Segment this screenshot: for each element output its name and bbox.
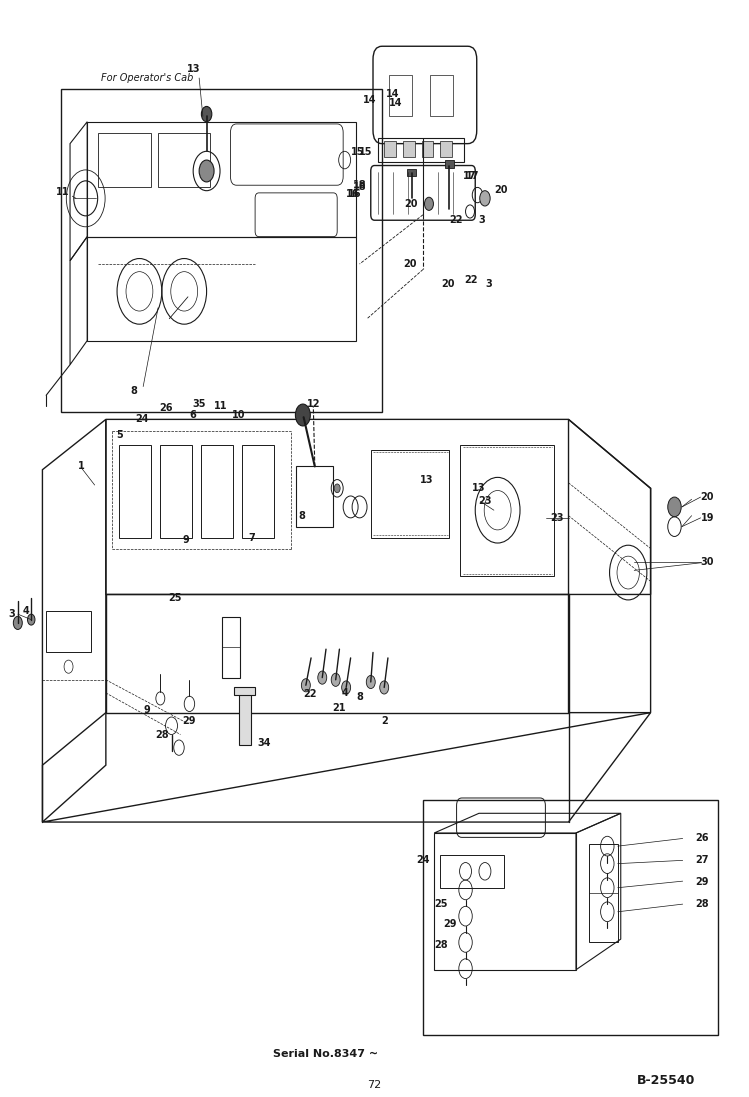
Text: 22: 22 [303, 689, 317, 699]
Text: 8: 8 [299, 511, 306, 521]
Text: 9: 9 [144, 705, 151, 715]
Bar [389, 75, 412, 116]
Text: 20: 20 [494, 184, 507, 194]
Circle shape [199, 160, 214, 182]
Circle shape [334, 484, 340, 493]
Text: 8: 8 [356, 692, 363, 702]
Text: 6: 6 [189, 410, 195, 420]
Circle shape [668, 497, 681, 517]
Text: 22: 22 [464, 275, 478, 285]
Text: 35: 35 [192, 399, 206, 409]
Text: 3: 3 [485, 279, 491, 289]
Bar [589, 844, 618, 942]
Bar [378, 138, 464, 162]
Text: 1: 1 [78, 462, 85, 472]
Text: 20: 20 [403, 259, 416, 269]
Text: 28: 28 [695, 900, 709, 909]
Text: 13: 13 [420, 475, 434, 485]
Text: 30: 30 [700, 556, 714, 567]
Circle shape [13, 617, 22, 630]
Text: 34: 34 [258, 738, 271, 748]
Circle shape [479, 191, 490, 206]
Bar [296, 466, 333, 527]
Bar [445, 160, 454, 168]
Text: 14: 14 [386, 89, 399, 100]
Text: 28: 28 [434, 940, 448, 950]
Text: 7: 7 [248, 532, 255, 543]
Text: 11: 11 [214, 402, 228, 411]
Bar [384, 142, 396, 157]
Text: 27: 27 [695, 856, 709, 866]
Text: 18: 18 [354, 180, 367, 190]
Text: 16: 16 [348, 189, 361, 199]
Bar [222, 618, 240, 678]
Text: 16: 16 [346, 189, 360, 199]
Text: 29: 29 [183, 716, 196, 726]
Text: 11: 11 [56, 186, 70, 196]
Text: 4: 4 [342, 688, 348, 698]
Bar [239, 693, 251, 746]
Text: 13: 13 [187, 65, 201, 75]
Circle shape [28, 614, 35, 625]
Text: 19: 19 [700, 513, 714, 523]
Circle shape [366, 676, 375, 689]
Bar [423, 800, 718, 1036]
Circle shape [318, 671, 327, 685]
Text: 23: 23 [550, 513, 563, 523]
Text: 2: 2 [380, 716, 387, 726]
Text: 3: 3 [8, 609, 15, 619]
Circle shape [380, 681, 389, 694]
Text: 21: 21 [333, 703, 346, 713]
Text: 4: 4 [23, 606, 30, 615]
Text: 20: 20 [441, 279, 455, 289]
Bar [234, 688, 255, 695]
Circle shape [301, 679, 310, 692]
Text: 20: 20 [700, 493, 714, 502]
Circle shape [201, 106, 212, 122]
Text: 8: 8 [131, 386, 138, 396]
Text: 13: 13 [472, 484, 485, 494]
Text: 10: 10 [232, 410, 246, 420]
Text: 26: 26 [159, 404, 172, 414]
Text: 17: 17 [466, 171, 479, 181]
Bar [440, 142, 452, 157]
Text: Serial No.8347 ~: Serial No.8347 ~ [273, 1049, 378, 1059]
Text: 72: 72 [367, 1079, 382, 1089]
Text: 14: 14 [389, 98, 402, 109]
Bar [431, 75, 453, 116]
Text: 15: 15 [359, 147, 372, 157]
Bar [403, 142, 415, 157]
Text: 18: 18 [354, 182, 367, 192]
Text: 28: 28 [155, 730, 169, 739]
Text: B-25540: B-25540 [637, 1074, 695, 1087]
Bar [440, 855, 503, 887]
Circle shape [331, 674, 340, 687]
Text: 12: 12 [306, 399, 320, 409]
Circle shape [342, 681, 351, 694]
Text: 22: 22 [449, 215, 463, 225]
Text: 24: 24 [135, 415, 148, 425]
Text: 23: 23 [478, 497, 491, 507]
Text: 29: 29 [695, 878, 709, 887]
Text: 5: 5 [116, 430, 123, 440]
Bar [407, 169, 416, 177]
Circle shape [425, 197, 434, 211]
Text: 26: 26 [695, 834, 709, 844]
Bar [61, 89, 382, 411]
Text: 14: 14 [363, 94, 376, 105]
Text: 24: 24 [416, 856, 430, 866]
Text: 25: 25 [434, 900, 448, 909]
Text: 20: 20 [404, 199, 418, 208]
Text: For Operator's Cab: For Operator's Cab [100, 73, 193, 83]
Text: 29: 29 [443, 919, 457, 929]
Circle shape [295, 404, 310, 426]
Text: 25: 25 [168, 592, 181, 602]
Text: 17: 17 [463, 171, 476, 181]
Bar [46, 611, 91, 653]
Text: 15: 15 [351, 147, 365, 157]
Text: 9: 9 [182, 534, 189, 545]
Text: 3: 3 [478, 215, 485, 225]
Bar [422, 142, 434, 157]
